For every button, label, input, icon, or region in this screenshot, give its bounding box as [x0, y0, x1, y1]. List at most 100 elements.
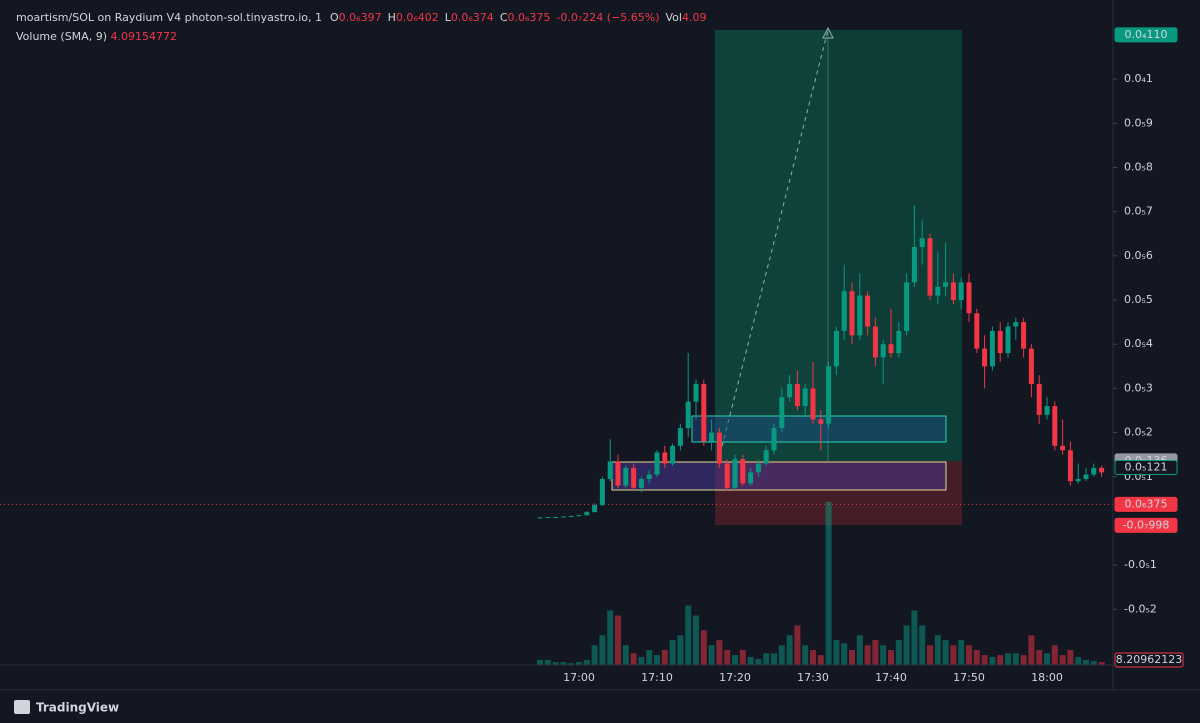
candle-body [958, 282, 964, 301]
zone-box [611, 461, 947, 491]
field-value: 0.0₆375 [508, 11, 551, 24]
y-tick-label: -0.0₅2 [1124, 602, 1157, 615]
volume-bar [958, 640, 965, 665]
y-tick-label: 0.0₅7 [1124, 205, 1153, 218]
candle-body [1013, 322, 1019, 327]
volume-bar [849, 649, 855, 665]
volume-bar [700, 630, 707, 665]
candle-body [716, 432, 722, 464]
candle-body [935, 286, 941, 296]
candle-body [1083, 474, 1089, 479]
volume-bar [1083, 659, 1089, 665]
volume-bar [1067, 649, 1074, 665]
candle-body [833, 330, 839, 367]
study-value: 4.09154772 [110, 30, 176, 43]
candle-body [787, 383, 793, 398]
y-tick-label: 0.0₅8 [1124, 160, 1153, 173]
price-label: 0.0₆375 [1125, 497, 1168, 510]
y-tick-label: 0.0₅3 [1124, 381, 1153, 394]
profit-zone-right [828, 30, 962, 461]
candle-body [584, 512, 590, 516]
volume-bar [724, 649, 731, 665]
candle-body [857, 295, 863, 336]
volume-bar [973, 649, 980, 665]
change: -0.0₇224 (−5.65%) [556, 11, 659, 24]
symbol: moartism/SOL on Raydium V4 photon-sol.ti… [16, 11, 322, 24]
x-tick-label: 17:20 [719, 671, 751, 684]
price-label-box [1114, 27, 1178, 43]
volume-bar [888, 649, 894, 665]
volume-bar [981, 655, 988, 665]
study-legend: Volume (SMA, 9) 4.09154772 [16, 30, 177, 43]
candle-body [1099, 467, 1105, 473]
candle-body [919, 238, 925, 247]
volume-bar [880, 645, 887, 665]
volume-bar [833, 640, 840, 665]
volume-bar [669, 640, 676, 665]
field-value: 0.0₆374 [451, 11, 494, 24]
field-key: L [445, 11, 452, 24]
volume-bar [786, 635, 793, 665]
volume-bar [1020, 655, 1027, 665]
volume-bar [685, 605, 692, 665]
candle-body [755, 463, 761, 473]
y-tick-label: 0.0₅6 [1124, 249, 1153, 262]
volume-bar [544, 659, 551, 665]
legend-header: moartism/SOL on Raydium V4 photon-sol.ti… [16, 11, 706, 24]
volume-bar [997, 655, 1004, 665]
brand-logo [14, 700, 30, 714]
volume-bar [810, 649, 816, 665]
candle-body [545, 516, 551, 518]
price-label-box [1114, 496, 1178, 512]
x-tick-label: 17:00 [563, 671, 595, 684]
volume-bar [677, 635, 684, 665]
price-label-box [1114, 459, 1178, 475]
candle-body [1060, 445, 1066, 451]
candle-body [1044, 406, 1050, 415]
field-value: 0.0₆402 [396, 11, 439, 24]
volume-bar [856, 635, 863, 665]
volume-bar [919, 625, 926, 665]
field-key: Vol [666, 11, 682, 24]
volume-bar [763, 653, 770, 665]
candle-body [872, 326, 878, 358]
volume-bar [607, 610, 614, 665]
volume-bar [622, 645, 629, 665]
candle-body [740, 459, 746, 484]
candle-body [607, 461, 613, 479]
candle-body [865, 295, 871, 327]
volume-bar [560, 662, 567, 665]
volume-bar [661, 649, 668, 665]
volume-bar [927, 645, 933, 665]
volume-bar [802, 645, 809, 665]
volume-bar [1028, 635, 1035, 665]
candle-body [896, 330, 902, 354]
candle-body [810, 388, 816, 420]
volume-bar [739, 649, 746, 665]
y-tick-label: 0.0₄1 [1124, 72, 1153, 85]
candle-body [1036, 383, 1042, 415]
y-tick-label: 0.0₅5 [1124, 293, 1153, 306]
candle-body [911, 247, 917, 283]
plot [0, 205, 1113, 665]
volume-bar [654, 655, 660, 665]
volume-bar [1059, 655, 1066, 665]
volume-bar [1051, 645, 1058, 665]
price-label-box [1114, 517, 1178, 533]
candle-body [685, 401, 691, 429]
candle-body [880, 344, 886, 358]
candle-body [560, 516, 566, 518]
volume-label: 8.20962123 [1116, 653, 1182, 666]
volume-bar [778, 645, 785, 665]
candle-body [568, 516, 574, 518]
volume-bar [950, 645, 957, 665]
candle-body [771, 428, 777, 451]
volume-bar [638, 656, 645, 665]
x-tick-label: 18:00 [1031, 671, 1063, 684]
field-key: C [500, 11, 508, 24]
candle-body [974, 313, 980, 349]
candle-body [888, 344, 894, 354]
volume-bar [942, 640, 949, 665]
volume-bar [841, 643, 848, 665]
